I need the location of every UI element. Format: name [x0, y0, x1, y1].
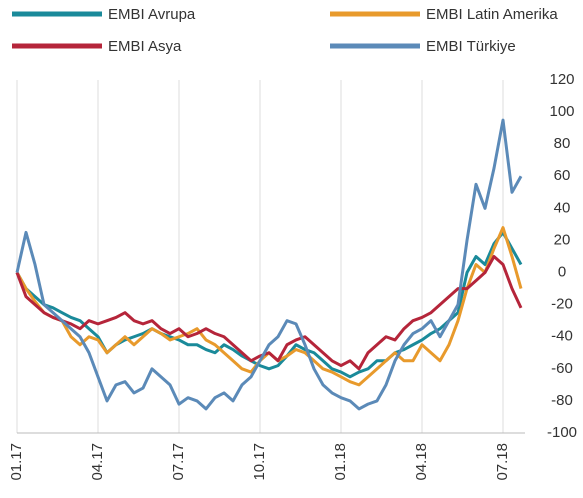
y-tick-label: -60 [551, 360, 573, 377]
y-tick-label: 80 [554, 135, 571, 152]
y-tick-label: 40 [554, 199, 571, 216]
y-tick-label: 0 [558, 264, 566, 281]
legend-label: EMBI Asya [108, 38, 182, 55]
y-tick-label: 20 [554, 231, 571, 248]
y-tick-label: -20 [551, 296, 573, 313]
x-tick-label: 10.17 [251, 443, 268, 481]
y-tick-label: 100 [549, 103, 574, 120]
legend-label: EMBI Avrupa [108, 6, 196, 23]
series-line [15, 118, 523, 411]
series-line [15, 255, 523, 371]
x-tick-label: 01.17 [8, 443, 25, 481]
y-tick-label: -80 [551, 392, 573, 409]
x-tick-label: 07.18 [494, 443, 511, 481]
y-tick-label: 60 [554, 167, 571, 184]
y-tick-label: -100 [547, 424, 577, 441]
x-tick-label: 01.18 [332, 443, 349, 481]
legend-label: EMBI Türkiye [426, 38, 516, 55]
y-tick-label: 120 [549, 71, 574, 88]
x-tick-label: 04.17 [89, 443, 106, 481]
x-tick-label: 04.18 [413, 443, 430, 481]
x-tick-label: 07.17 [170, 443, 187, 481]
y-tick-label: -40 [551, 328, 573, 345]
legend-label: EMBI Latin Amerika [426, 6, 558, 23]
series-line [15, 230, 523, 379]
